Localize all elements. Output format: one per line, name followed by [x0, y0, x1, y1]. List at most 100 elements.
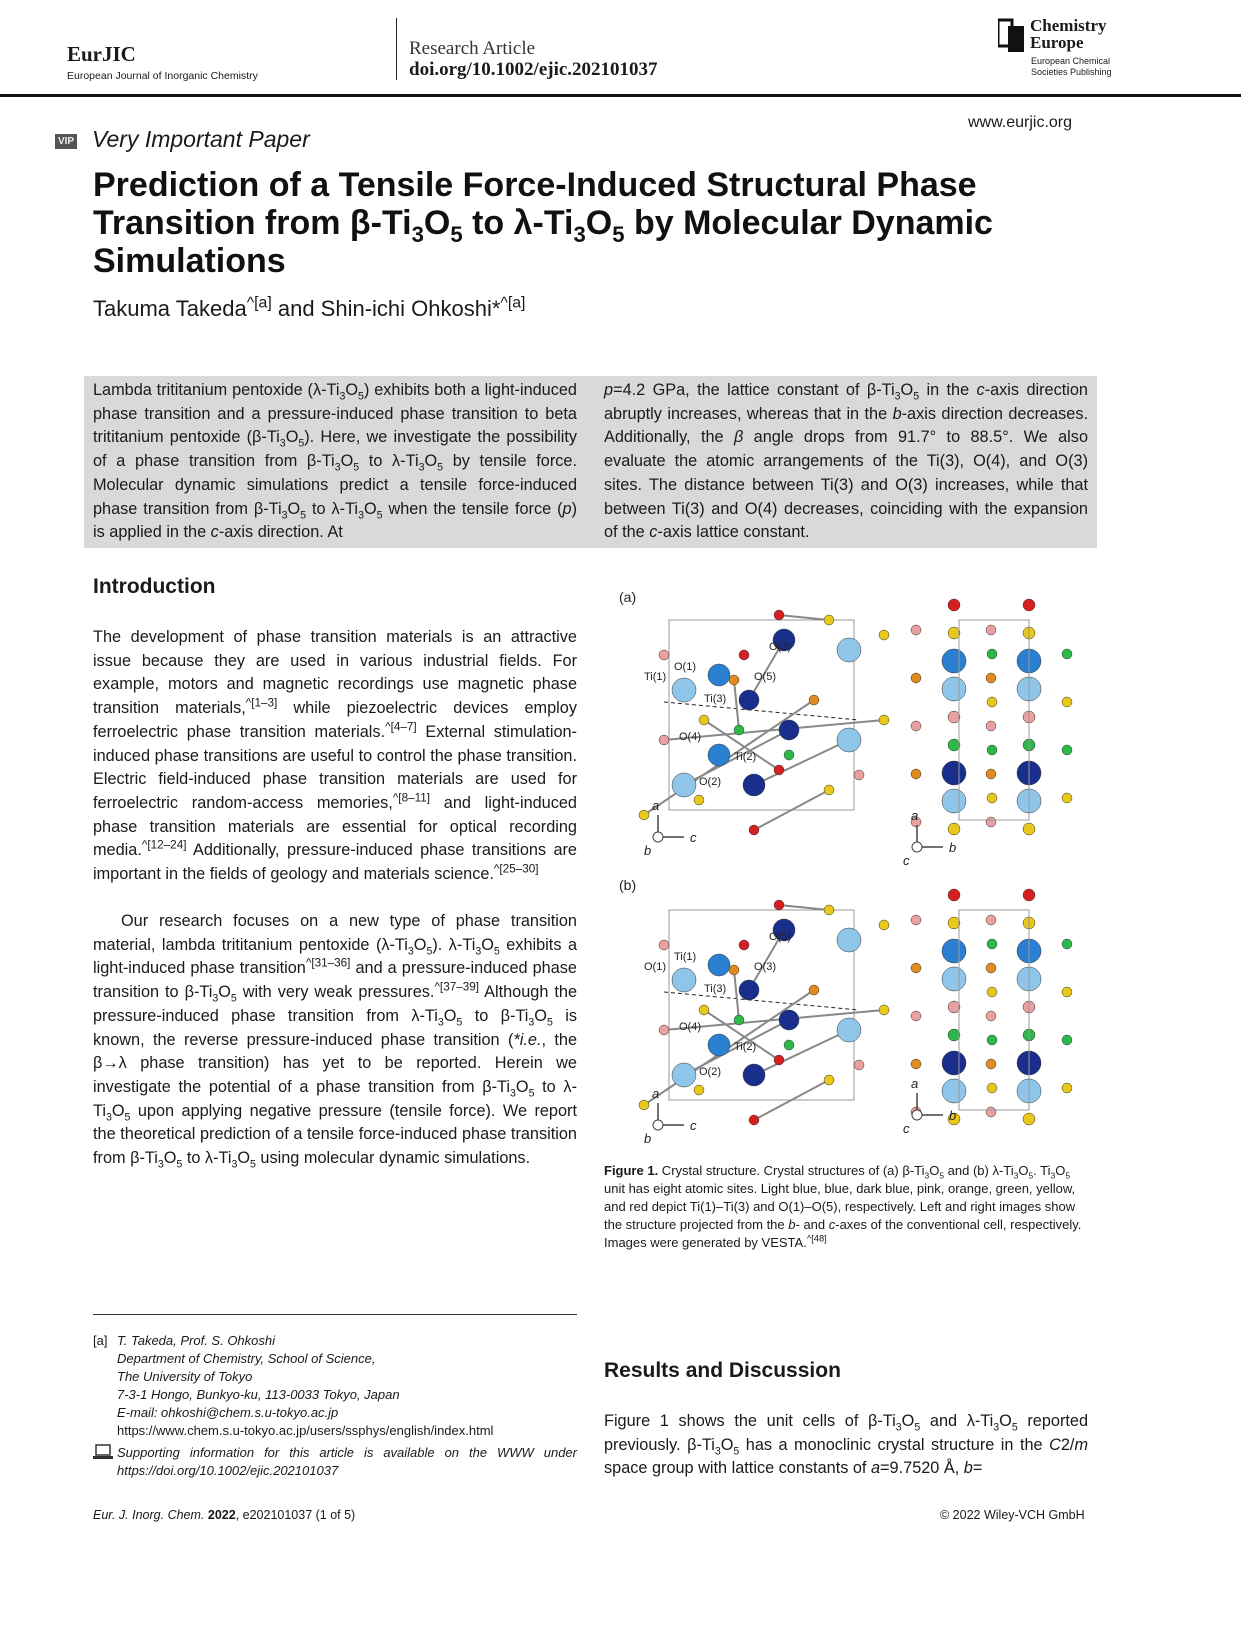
authors: Takuma Takeda^[a] and Shin-ichi Ohkoshi*… — [93, 295, 525, 322]
figure-label: O(1) — [674, 661, 696, 673]
bond — [703, 1009, 780, 1061]
text-segment: O — [345, 381, 359, 399]
text-segment: upon applying negative pressure (tensile… — [93, 1101, 577, 1168]
text-segment: 3 — [105, 1110, 112, 1123]
text-segment: ) exhibits both a light-induced phase tr… — [93, 381, 577, 447]
footnote-line: Department of Chemistry, School of Scien… — [117, 1351, 376, 1366]
text-segment: b — [788, 1217, 796, 1232]
group-url[interactable]: https://www.chem.s.u-tokyo.ac.jp/users/s… — [117, 1423, 494, 1438]
text-segment: C — [1049, 1435, 1061, 1454]
text-segment: while piezoelectric devices employ ferro… — [93, 699, 577, 741]
figure-label: O(2) — [699, 1066, 721, 1078]
atom — [772, 628, 796, 652]
text-segment: 3 — [714, 1444, 721, 1457]
intro-paragraph-1: The development of phase transition mate… — [93, 626, 577, 887]
atom — [658, 649, 670, 661]
atom — [910, 1010, 922, 1022]
text-segment: a — [870, 1459, 881, 1478]
atom — [910, 816, 922, 828]
figure-label: Ti(3) — [704, 693, 726, 705]
atom — [941, 938, 967, 964]
text-segment: to λ-Ti — [93, 1077, 577, 1120]
text-segment: 3 — [418, 461, 425, 474]
text-segment: angle drops from 91.7° to 88.5°. We also… — [604, 428, 1088, 542]
atom — [707, 743, 731, 767]
atom — [728, 674, 740, 686]
atom — [738, 649, 750, 661]
text-segment: Crystal structure. Crystal structures of… — [658, 1163, 925, 1178]
text-segment: in the — [919, 381, 977, 399]
atom — [671, 967, 697, 993]
figure-caption: Figure 1. Crystal structure. Crystal str… — [604, 1162, 1088, 1252]
atom — [985, 962, 997, 974]
doi-link[interactable]: doi.org/10.1002/ejic.202101037 — [409, 59, 658, 80]
text-segment: ). λ-Ti — [432, 935, 476, 954]
text-segment: Additionally, pressure-induced phase tra… — [93, 841, 577, 884]
atom — [947, 888, 961, 902]
supporting-info: Supporting information for this article … — [117, 1445, 577, 1478]
figure-label: b — [949, 840, 956, 855]
citation: ^[25–30] — [493, 862, 539, 876]
text-segment: to λ-Ti — [359, 452, 419, 471]
footer-citation: Eur. J. Inorg. Chem. 2022, e202101037 (1… — [93, 1508, 355, 1522]
text-segment: 5 — [250, 1158, 256, 1171]
text-segment: O — [515, 1077, 529, 1096]
atom — [947, 916, 961, 930]
text-segment: 5 — [612, 221, 625, 247]
atom — [836, 727, 862, 753]
text-segment: 3 — [157, 1158, 164, 1171]
atom — [985, 816, 997, 828]
mirror-plane — [663, 701, 860, 721]
atom — [707, 953, 731, 977]
bond — [753, 1079, 830, 1121]
atom — [773, 764, 785, 776]
bond — [748, 639, 785, 701]
atom — [772, 918, 796, 942]
text-segment: and (b) λ-Ti — [944, 1163, 1014, 1178]
into-plane-cross-icon — [911, 841, 923, 853]
text-segment: exhibits a light-induced phase transitio… — [93, 935, 577, 978]
atom — [985, 1058, 997, 1070]
citation: ^[1–3] — [245, 696, 278, 710]
citation: ^[31–36] — [305, 956, 351, 970]
figure-label: c — [690, 1118, 697, 1133]
figure-label: a — [911, 1076, 918, 1091]
figure-label: O(5) — [769, 931, 791, 943]
figure-label: Ti(1) — [674, 951, 696, 963]
website-link[interactable]: www.eurjic.org — [968, 114, 1073, 131]
chemistry-europe-logo-icon — [998, 18, 1024, 52]
figure-label: b — [949, 1108, 956, 1123]
atom — [878, 629, 890, 641]
bond — [663, 719, 885, 741]
publisher-sub2: Societies Publishing — [1031, 67, 1112, 77]
bond — [733, 679, 740, 731]
unit-cell — [668, 909, 855, 1101]
atom — [941, 676, 967, 702]
atom — [733, 724, 745, 736]
text-segment: External stimulation-induced phase trans… — [93, 722, 577, 812]
header-rule — [0, 94, 1241, 97]
footnote-line: T. Takeda, Prof. S. Ohkoshi — [117, 1333, 276, 1348]
text-segment: to λ-Ti — [462, 204, 574, 242]
text-segment: O — [999, 1412, 1012, 1430]
into-plane-cross-icon — [911, 1109, 923, 1121]
bond — [663, 1009, 885, 1031]
text-segment: -axis direction abruptly increases, wher… — [604, 381, 1088, 423]
atom — [986, 648, 998, 660]
text-segment: =9.7520 Å, — [880, 1459, 964, 1478]
text-segment: when the tensile force ( — [382, 499, 563, 518]
atom — [808, 694, 820, 706]
atom — [941, 788, 967, 814]
text-segment: 3 — [475, 944, 482, 957]
text-segment: 3 — [895, 1421, 902, 1434]
journal-full-name: European Journal of Inorganic Chemistry — [67, 70, 258, 82]
text-segment: 2/ — [1060, 1435, 1075, 1454]
text-segment: m — [1074, 1435, 1088, 1454]
text-segment: O — [1055, 1163, 1066, 1178]
text-segment: p — [604, 381, 614, 399]
figure-label: a — [652, 1086, 659, 1101]
out-of-plane-dot-icon — [652, 831, 664, 843]
text-segment: and light-induced phase transition mater… — [93, 793, 577, 860]
atom — [738, 689, 760, 711]
atom — [985, 768, 997, 780]
